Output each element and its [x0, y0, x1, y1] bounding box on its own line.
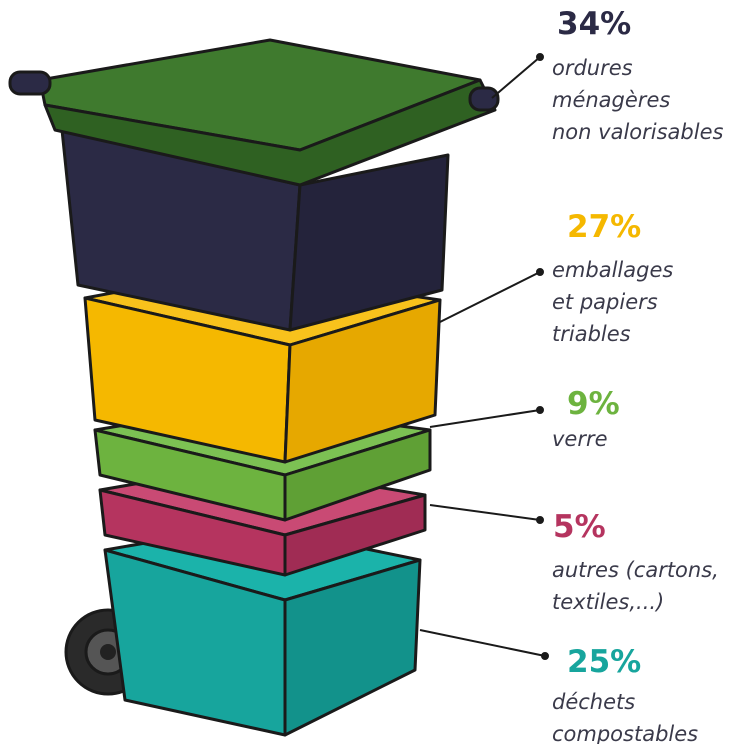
- bin-teal: [103, 523, 422, 737]
- label-line: triables: [552, 322, 631, 346]
- label-line: compostables: [552, 722, 698, 744]
- label-line: emballages: [552, 258, 673, 282]
- label-line: et papiers: [552, 290, 658, 314]
- bin-body: [60, 128, 450, 332]
- label-line: non valorisables: [552, 120, 723, 144]
- percent: 27%: [567, 209, 641, 245]
- leaders: [419, 53, 549, 660]
- label-line: verre: [552, 427, 608, 451]
- label-line: ordures: [552, 56, 633, 80]
- percent: 9%: [567, 386, 620, 422]
- label-line: déchets: [552, 690, 635, 714]
- label-line: textiles,...): [552, 590, 664, 614]
- percent: 34%: [557, 6, 631, 42]
- label-line: autres (cartons,: [552, 558, 719, 582]
- label-line: ménagères: [552, 88, 670, 112]
- lid: [8, 38, 500, 187]
- percent: 25%: [567, 644, 641, 680]
- percent: 5%: [553, 509, 606, 545]
